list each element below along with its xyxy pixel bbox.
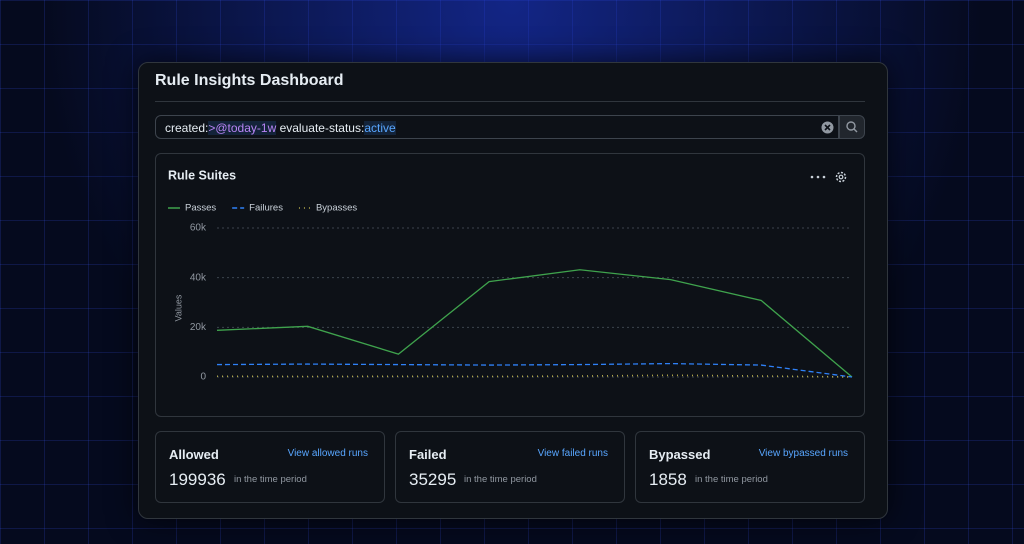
card-caption: in the time period xyxy=(464,474,537,485)
query-token: evaluate-status: xyxy=(276,121,365,135)
y-tick-label: 40k xyxy=(190,272,207,283)
y-tick-label: 60k xyxy=(190,223,207,234)
card-title: Allowed xyxy=(169,447,219,462)
card-link[interactable]: View failed runs xyxy=(537,448,608,459)
search-input[interactable]: created:>@today-1w evaluate-status:activ… xyxy=(155,115,839,139)
card-title: Bypassed xyxy=(649,447,711,462)
series-line xyxy=(216,269,853,378)
legend-label: Bypasses xyxy=(316,203,357,214)
dashboard-title: Rule Insights Dashboard xyxy=(155,72,344,89)
legend-label: Failures xyxy=(249,203,283,214)
series-line xyxy=(216,362,853,378)
search-button[interactable] xyxy=(839,115,865,139)
legend-label: Passes xyxy=(185,203,216,214)
chart-title: Rule Suites xyxy=(168,168,236,182)
query-token: active xyxy=(364,121,396,135)
card-count: 199936 xyxy=(169,470,226,489)
card-title: Failed xyxy=(409,447,447,462)
y-tick-label: 0 xyxy=(200,372,206,383)
clear-icon[interactable] xyxy=(821,121,834,134)
divider xyxy=(155,101,865,102)
more-icon[interactable] xyxy=(810,175,826,179)
card-count: 1858 xyxy=(649,470,687,489)
card-link[interactable]: View bypassed runs xyxy=(758,448,848,459)
chart-card xyxy=(155,153,865,417)
card-link[interactable]: View allowed runs xyxy=(287,448,368,459)
y-axis-label: Values xyxy=(173,294,183,321)
stat-card: Allowed View allowed runs 199936 in the tim… xyxy=(155,431,385,503)
stat-card: Failed View failed runs 35295 in the time p… xyxy=(395,431,625,503)
query-token: created: xyxy=(165,121,209,135)
query-token: >@today-1w xyxy=(208,121,277,135)
stat-card: Bypassed View bypassed runs 1858 in the tim… xyxy=(635,431,865,503)
series-line xyxy=(216,374,853,378)
settings-icon[interactable] xyxy=(835,171,847,183)
card-caption: in the time period xyxy=(234,474,307,485)
card-count: 35295 xyxy=(409,470,457,489)
chart: Rule Suites Values 0 20k 40k 60k Passes Failu… xyxy=(168,168,853,383)
card-caption: in the time period xyxy=(695,474,768,485)
search-icon xyxy=(846,121,858,133)
y-tick-label: 20k xyxy=(190,322,207,333)
